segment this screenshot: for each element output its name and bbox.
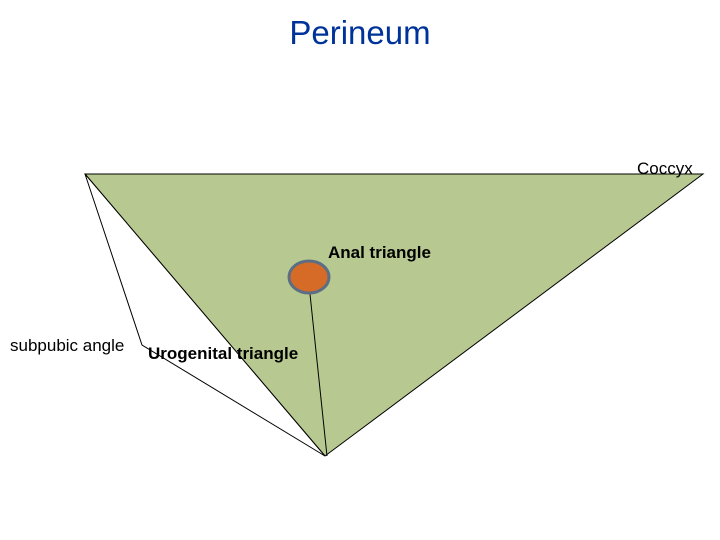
diagram-stage: Perineum Coccyx Anal triangle subpubic a…: [0, 0, 720, 540]
label-urogenital-triangle: Urogenital triangle: [148, 344, 298, 364]
label-coccyx: Coccyx: [637, 159, 693, 179]
anus-marker-icon: [289, 261, 329, 293]
page-title: Perineum: [0, 14, 720, 52]
label-anal-triangle: Anal triangle: [328, 243, 431, 263]
diagram-svg: [0, 0, 720, 540]
label-subpubic-angle: subpubic angle: [10, 336, 124, 356]
